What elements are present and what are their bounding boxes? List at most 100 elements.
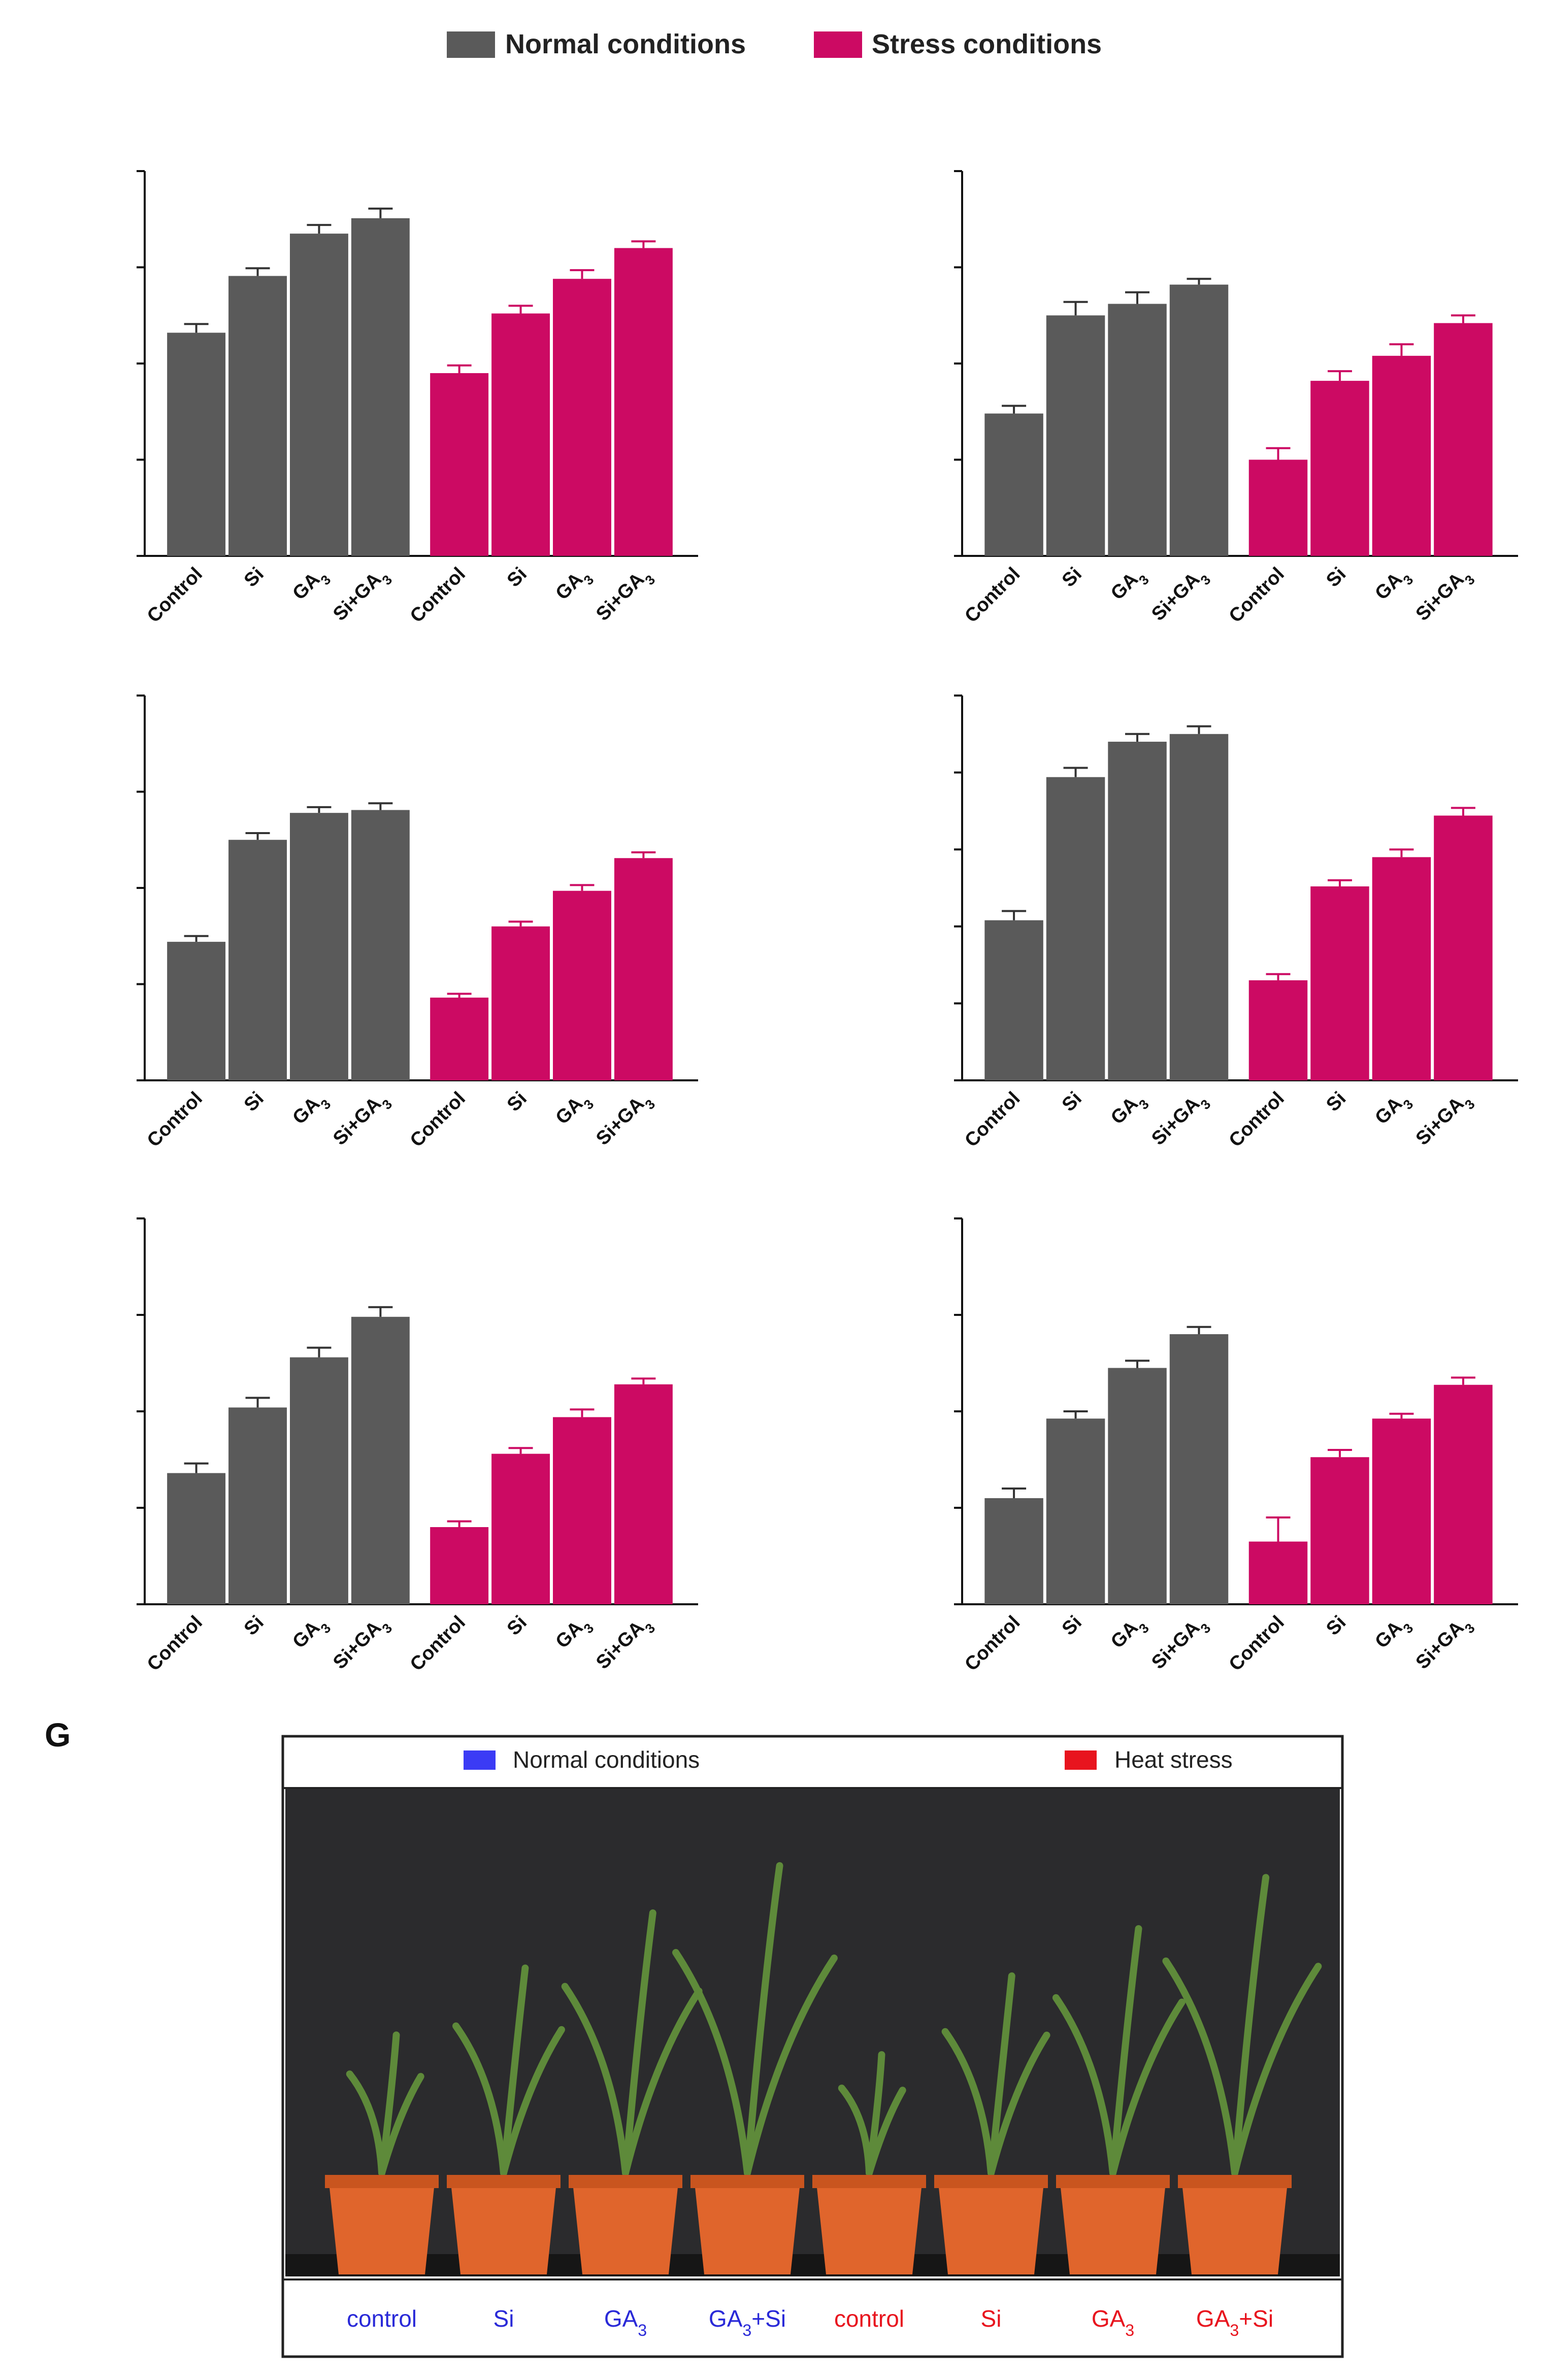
bar xyxy=(984,920,1043,1080)
bar xyxy=(1046,315,1105,556)
pot-rim xyxy=(934,2175,1048,2188)
x-tick-label: Si+GA3 xyxy=(329,1088,395,1154)
x-tick-label: Si xyxy=(240,1612,268,1640)
pot-rim xyxy=(1056,2175,1170,2188)
bar xyxy=(167,942,226,1080)
x-tick-label: Control xyxy=(143,564,207,627)
bar xyxy=(167,1473,226,1604)
bar xyxy=(614,1384,673,1604)
x-tick-label: Si xyxy=(1058,1088,1086,1116)
x-tick-label: GA3 xyxy=(551,564,597,609)
photo-label-2: Si xyxy=(493,2305,514,2332)
legend-stress-swatch xyxy=(814,31,862,58)
plant-leaf xyxy=(500,1964,529,2176)
x-tick-label: Control xyxy=(143,1088,207,1151)
bar xyxy=(1372,857,1431,1080)
photo-legend-normal-swatch xyxy=(464,1750,496,1770)
bar xyxy=(351,218,410,556)
photo-floor xyxy=(285,2254,1340,2276)
plant-leaves xyxy=(838,2051,906,2176)
plant-pot xyxy=(1181,2178,1288,2274)
legend-normal-swatch xyxy=(447,31,495,58)
plant-leaves xyxy=(1052,1925,1186,2176)
x-tick-label: Control xyxy=(961,1088,1024,1151)
bar xyxy=(553,1417,611,1604)
bar xyxy=(228,276,287,556)
bar xyxy=(491,926,550,1080)
bar xyxy=(1434,1384,1493,1604)
bar xyxy=(1248,980,1308,1080)
x-tick-label: Si xyxy=(1058,1612,1086,1640)
plant-leaves xyxy=(346,2031,424,2176)
x-tick-label: GA3 xyxy=(1371,564,1416,609)
x-tick-label: GA3 xyxy=(1371,1088,1416,1133)
photo-label-4: GA3+Si xyxy=(709,2305,786,2339)
x-tick-label: Control xyxy=(961,1612,1024,1675)
plant-leaf xyxy=(622,1909,656,2176)
x-tick-label: Si+GA3 xyxy=(1412,1088,1478,1154)
x-tick-label: Si xyxy=(503,1088,531,1116)
top-legend: Normal conditions Stress conditions xyxy=(447,29,1102,59)
bar xyxy=(984,1498,1043,1604)
bar xyxy=(430,1527,489,1604)
bar xyxy=(491,313,550,556)
plant-leaf xyxy=(1109,1925,1142,2176)
plant-leaf xyxy=(1162,1957,1238,2176)
plant-leaves xyxy=(672,1862,838,2176)
x-tick-label: GA3 xyxy=(1371,1612,1416,1657)
x-tick-label: Si xyxy=(1322,564,1350,591)
bar xyxy=(553,279,611,556)
x-tick-label: Si+GA3 xyxy=(1412,564,1478,630)
plant-pot xyxy=(816,2178,923,2274)
x-tick-label: GA3 xyxy=(288,564,334,609)
bar xyxy=(289,813,348,1080)
bar xyxy=(553,890,611,1080)
bar xyxy=(1046,777,1105,1080)
plant-leaf xyxy=(672,1949,751,2176)
bar xyxy=(228,1407,287,1604)
bar xyxy=(1434,815,1493,1080)
x-tick-label: Si xyxy=(1322,1612,1350,1640)
x-tick-label: Si+GA3 xyxy=(1412,1612,1478,1678)
photo-legend-normal-label: Normal conditions xyxy=(513,1746,700,1773)
plant-leaf xyxy=(744,1862,783,2176)
bar xyxy=(351,810,410,1080)
plant-leaf xyxy=(1231,1963,1322,2176)
pot-rim xyxy=(569,2175,682,2188)
legend-stress-label: Stress conditions xyxy=(872,29,1102,59)
bar xyxy=(491,1453,550,1604)
bar xyxy=(351,1316,410,1604)
x-tick-label: Control xyxy=(961,564,1024,627)
pot-rim xyxy=(690,2175,804,2188)
plant-leaf xyxy=(622,1988,703,2176)
plant-leaf xyxy=(988,2031,1050,2176)
x-tick-label: GA3 xyxy=(288,1612,334,1657)
photo-label-5: control xyxy=(834,2305,904,2332)
bar xyxy=(289,1357,348,1604)
photo-label-8: GA3+Si xyxy=(1196,2305,1273,2339)
photo-label-1: control xyxy=(347,2305,417,2332)
plant-leaf xyxy=(1231,1874,1270,2176)
plant-leaves xyxy=(941,1972,1050,2176)
bar xyxy=(1108,304,1167,556)
photo-panel-g: G Normal conditions Heat stress control S… xyxy=(45,1716,1344,2358)
pot-rim xyxy=(1178,2175,1292,2188)
x-tick-label: Si+GA3 xyxy=(1147,1612,1213,1678)
photo-legend-heat-label: Heat stress xyxy=(1114,1746,1233,1773)
plant-leaf xyxy=(561,1982,629,2176)
x-tick-label: GA3 xyxy=(551,1088,597,1133)
x-tick-label: GA3 xyxy=(551,1612,597,1657)
legend-normal-label: Normal conditions xyxy=(505,29,746,59)
bar xyxy=(1169,1334,1229,1604)
x-tick-label: GA3 xyxy=(1107,564,1152,609)
x-tick-label: Si+GA3 xyxy=(1147,564,1213,630)
bar xyxy=(1169,284,1229,556)
plant-leaves xyxy=(452,1964,565,2176)
bar xyxy=(1310,1457,1369,1604)
x-tick-label: Si+GA3 xyxy=(1147,1088,1213,1154)
x-tick-label: GA3 xyxy=(1107,1088,1152,1133)
x-tick-label: GA3 xyxy=(1107,1612,1152,1657)
